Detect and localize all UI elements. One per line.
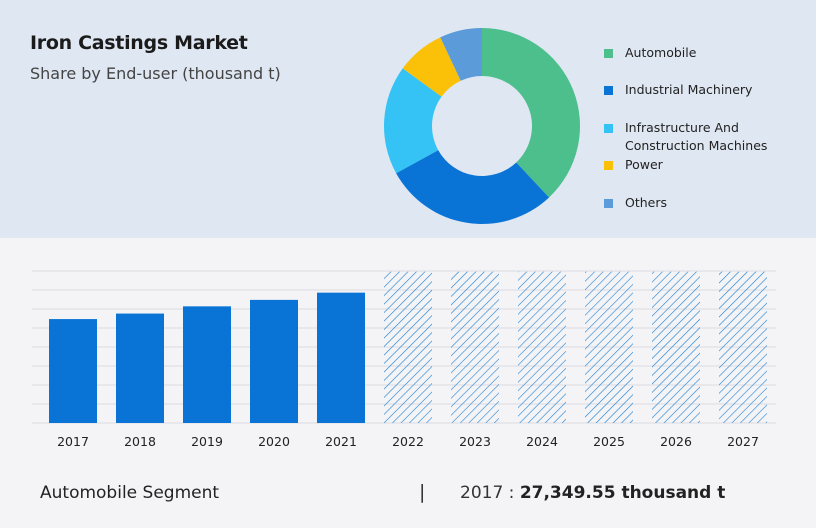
chart-subtitle: Share by End-user (thousand t) [30, 64, 281, 83]
segment-colon: : [503, 483, 520, 503]
donut-slice-infrastructure-and-construction-machines[interactable] [384, 68, 442, 174]
x-tick-label: 2020 [258, 434, 290, 449]
x-tick-label: 2023 [459, 434, 491, 449]
x-tick-label: 2025 [593, 434, 625, 449]
legend-swatch [604, 86, 613, 95]
donut-slice-others[interactable] [440, 28, 482, 81]
donut-slice-power[interactable] [402, 37, 461, 97]
legend-swatch [604, 124, 613, 133]
legend-label: Automobile [625, 45, 697, 60]
x-tick-label: 2019 [191, 434, 223, 449]
x-tick-label: 2021 [325, 434, 357, 449]
legend-item-power[interactable]: Power [604, 156, 663, 174]
segment-value: 2017 : 27,349.55 thousand t [460, 483, 725, 503]
x-tick-label: 2022 [392, 434, 424, 449]
legend-swatch [604, 49, 613, 58]
segment-value-number: 27,349.55 thousand t [519, 483, 726, 503]
donut-chart [384, 28, 580, 225]
legend-label: Power [625, 157, 663, 172]
bar-2017[interactable] [49, 319, 97, 423]
legend-item-automobile[interactable]: Automobile [604, 44, 696, 62]
x-tick-label: 2027 [727, 434, 759, 449]
x-tick-label: 2018 [124, 434, 156, 449]
forecast-bar-2022[interactable] [384, 271, 432, 423]
x-tick-label: 2024 [526, 434, 558, 449]
x-tick-label: 2026 [660, 434, 692, 449]
bar-2021[interactable] [317, 292, 365, 423]
segment-label: Automobile Segment [40, 483, 220, 503]
donut-slice-automobile[interactable] [482, 28, 580, 198]
bar-2020[interactable] [250, 299, 298, 423]
forecast-bar-2024[interactable] [518, 271, 566, 423]
forecast-bar-2025[interactable] [585, 271, 633, 423]
legend-label: Others [625, 195, 668, 210]
legend-item-infrastructure[interactable]: Infrastructure And Construction Machines [604, 119, 769, 155]
forecast-bar-2023[interactable] [451, 271, 499, 423]
legend-item-others[interactable]: Others [604, 194, 667, 212]
bar-2018[interactable] [116, 313, 164, 423]
bar-chart-panel: 2017 2018 2019 2020 2021 2022 2023 2024 2025 2026… [0, 238, 816, 528]
chart-title: Iron Castings Market [30, 32, 248, 54]
segment-year: 2017 [460, 483, 504, 503]
legend-label: Industrial Machinery [625, 82, 753, 97]
legend-label: Infrastructure And Construction Machines [625, 120, 768, 153]
forecast-bar-2027[interactable] [719, 271, 767, 423]
donut-slice-industrial-machinery[interactable] [396, 150, 550, 225]
legend-swatch [604, 161, 613, 170]
legend-item-industrial-machinery[interactable]: Industrial Machinery [604, 81, 752, 99]
bar-chart: 2017 2018 2019 2020 2021 2022 2023 2024 2025 2026… [32, 270, 776, 449]
x-tick-label: 2017 [57, 434, 89, 449]
footer-separator: | [419, 481, 426, 503]
legend-swatch [604, 199, 613, 208]
forecast-bar-2026[interactable] [652, 271, 700, 423]
summary-panel: Iron Castings Market Share by End-user (… [0, 0, 816, 238]
bar-2019[interactable] [183, 306, 231, 423]
